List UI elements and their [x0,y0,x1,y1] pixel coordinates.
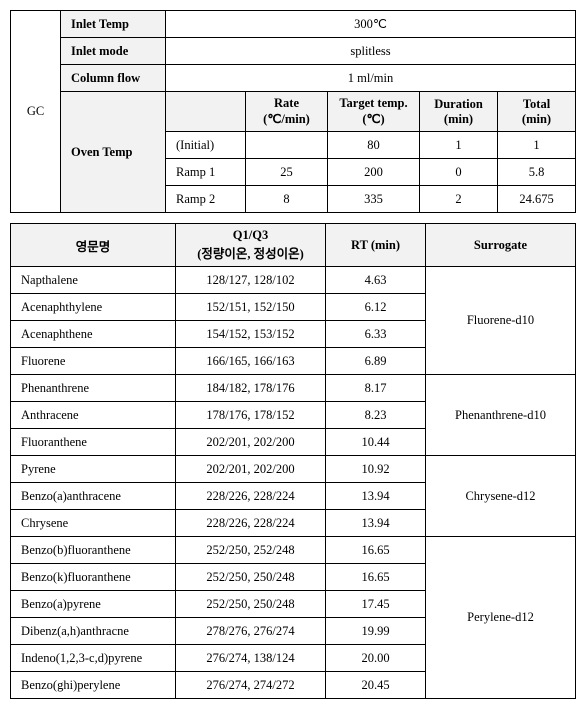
compound-name: Benzo(ghi)perylene [11,672,176,699]
oven-hdr-blank [166,92,246,132]
gc-section-label: GC [11,11,61,213]
compound-name: Benzo(b)fluoranthene [11,537,176,564]
compound-q: 128/127, 128/102 [176,267,326,294]
compound-name: Benzo(k)fluoranthene [11,564,176,591]
compounds-table: 영문명 Q1/Q3 (정량이온, 정성이온) RT (min) Surrogat… [10,223,576,699]
compound-name: Acenaphthylene [11,294,176,321]
compound-q: 202/201, 202/200 [176,456,326,483]
oven-row-total: 1 [498,132,576,159]
compound-name: Chrysene [11,510,176,537]
oven-row-name: Ramp 2 [166,186,246,213]
compound-rt: 13.94 [326,510,426,537]
compound-q: 202/201, 202/200 [176,429,326,456]
compound-q: 228/226, 228/224 [176,483,326,510]
comp-hdr-q: Q1/Q3 (정량이온, 정성이온) [176,224,326,267]
compound-q: 276/274, 138/124 [176,645,326,672]
compound-rt: 20.45 [326,672,426,699]
compound-rt: 17.45 [326,591,426,618]
oven-row-target: 200 [328,159,420,186]
oven-hdr-target: Target temp. (℃) [328,92,420,132]
compound-row: Napthalene128/127, 128/1024.63Fluorene-d… [11,267,576,294]
oven-row-duration: 0 [420,159,498,186]
compound-name: Phenanthrene [11,375,176,402]
oven-temp-label: Oven Temp [61,92,166,213]
compound-row: Phenanthrene184/182, 178/1768.17Phenanth… [11,375,576,402]
compound-q: 152/151, 152/150 [176,294,326,321]
compound-name: Benzo(a)anthracene [11,483,176,510]
compound-q: 276/274, 274/272 [176,672,326,699]
compound-surrogate: Perylene-d12 [426,537,576,699]
compound-q: 252/250, 252/248 [176,537,326,564]
compound-rt: 16.65 [326,564,426,591]
inlet-mode-label: Inlet mode [61,38,166,65]
inlet-temp-value: 300℃ [166,11,576,38]
compound-q: 166/165, 166/163 [176,348,326,375]
compound-name: Fluorene [11,348,176,375]
compound-q: 184/182, 178/176 [176,375,326,402]
compound-rt: 6.89 [326,348,426,375]
oven-row-duration: 2 [420,186,498,213]
compound-name: Acenaphthene [11,321,176,348]
compound-q: 278/276, 276/274 [176,618,326,645]
oven-row-name: (Initial) [166,132,246,159]
compound-rt: 6.33 [326,321,426,348]
compound-rt: 10.44 [326,429,426,456]
compound-name: Pyrene [11,456,176,483]
comp-hdr-surrogate: Surrogate [426,224,576,267]
inlet-temp-label: Inlet Temp [61,11,166,38]
compound-q: 228/226, 228/224 [176,510,326,537]
compound-rt: 8.23 [326,402,426,429]
compound-name: Anthracene [11,402,176,429]
compound-rt: 4.63 [326,267,426,294]
oven-row-total: 5.8 [498,159,576,186]
oven-row-total: 24.675 [498,186,576,213]
compound-surrogate: Chrysene-d12 [426,456,576,537]
compound-rt: 8.17 [326,375,426,402]
compound-q: 154/152, 153/152 [176,321,326,348]
inlet-mode-value: splitless [166,38,576,65]
compound-rt: 20.00 [326,645,426,672]
compound-name: Benzo(a)pyrene [11,591,176,618]
compound-q: 252/250, 250/248 [176,591,326,618]
oven-row-target: 335 [328,186,420,213]
oven-row-rate: 25 [246,159,328,186]
compound-row: Benzo(b)fluoranthene252/250, 252/24816.6… [11,537,576,564]
oven-row-name: Ramp 1 [166,159,246,186]
compound-q: 252/250, 250/248 [176,564,326,591]
oven-row-duration: 1 [420,132,498,159]
comp-hdr-name: 영문명 [11,224,176,267]
compound-name: Fluoranthene [11,429,176,456]
compound-surrogate: Fluorene-d10 [426,267,576,375]
oven-row-rate [246,132,328,159]
oven-hdr-duration: Duration (min) [420,92,498,132]
compound-surrogate: Phenanthrene-d10 [426,375,576,456]
oven-hdr-total: Total (min) [498,92,576,132]
compound-rt: 16.65 [326,537,426,564]
oven-hdr-rate: Rate (℃/min) [246,92,328,132]
column-flow-value: 1 ml/min [166,65,576,92]
compound-name: Indeno(1,2,3-c,d)pyrene [11,645,176,672]
column-flow-label: Column flow [61,65,166,92]
compound-rt: 10.92 [326,456,426,483]
compound-q: 178/176, 178/152 [176,402,326,429]
compound-rt: 13.94 [326,483,426,510]
compound-name: Dibenz(a,h)anthracne [11,618,176,645]
oven-row-rate: 8 [246,186,328,213]
gc-table: GC Inlet Temp 300℃ Inlet mode splitless … [10,10,576,213]
compound-rt: 6.12 [326,294,426,321]
comp-hdr-rt: RT (min) [326,224,426,267]
compound-name: Napthalene [11,267,176,294]
compound-row: Pyrene202/201, 202/20010.92Chrysene-d12 [11,456,576,483]
compound-rt: 19.99 [326,618,426,645]
oven-row-target: 80 [328,132,420,159]
